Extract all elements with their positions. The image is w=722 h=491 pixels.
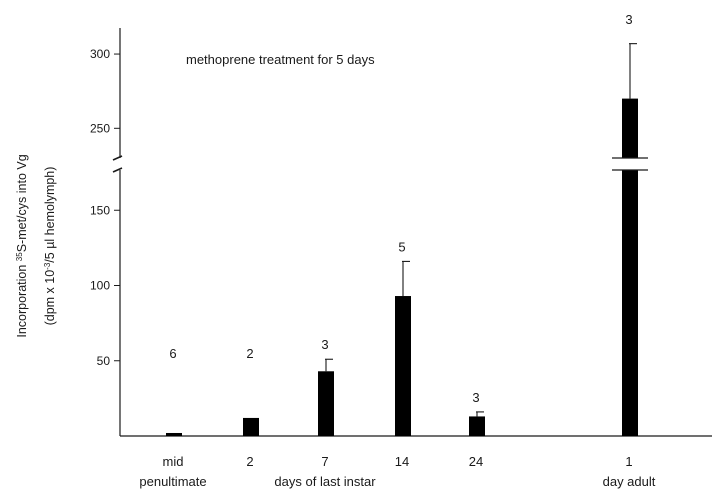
x-category-sublabel: penultimate <box>139 474 206 489</box>
n-label: 3 <box>321 337 328 352</box>
bar <box>622 98 638 158</box>
bar <box>469 416 485 436</box>
chart-labels: 50 100 150 250 300 6 mid penultimate 2 2 3 7 days of… <box>90 12 656 489</box>
n-label: 6 <box>169 346 176 361</box>
y-tick-label: 100 <box>90 279 110 293</box>
axes <box>112 28 712 437</box>
n-label: 3 <box>625 12 632 27</box>
y-tick-label: 250 <box>90 121 110 135</box>
x-category-sublabel: day adult <box>603 474 656 489</box>
x-tick-label: 1 <box>625 454 632 469</box>
bar-lower-segment <box>622 170 638 436</box>
bar <box>243 417 259 436</box>
y-tick-label: 150 <box>90 203 110 217</box>
y-axis-label-line2: (dpm x 10-3/5 µl hemolymph) <box>43 167 58 326</box>
chart-marks <box>166 43 648 436</box>
bar <box>395 296 411 436</box>
n-label: 2 <box>246 346 253 361</box>
x-tick-label: 7 <box>321 454 328 469</box>
n-label: 5 <box>398 239 405 254</box>
chart-annotation: methoprene treatment for 5 days <box>186 52 375 67</box>
y-tick-label: 300 <box>90 47 110 61</box>
bar <box>318 371 334 436</box>
x-tick-label: 2 <box>246 454 253 469</box>
y-axis-break-mark-upper <box>112 155 123 161</box>
x-category-sublabel: days of last instar <box>274 474 376 489</box>
bar <box>166 432 182 436</box>
x-tick-label: 14 <box>395 454 409 469</box>
x-tick-label: 24 <box>469 454 483 469</box>
y-axis-break-mark-lower <box>112 167 123 173</box>
n-label: 3 <box>472 390 479 405</box>
y-tick-label: 50 <box>97 354 111 368</box>
x-tick-label: mid <box>163 454 184 469</box>
y-axis-label-line1: Incorporation 35S-met/cys into Vg <box>15 154 30 337</box>
